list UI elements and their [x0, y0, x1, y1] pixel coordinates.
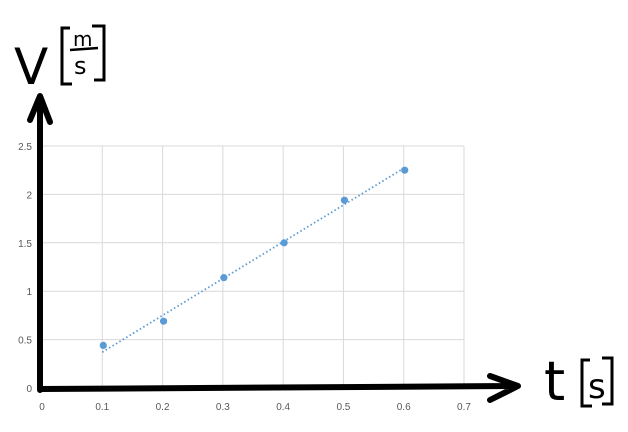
x-tick-label: 0.2 — [156, 402, 170, 413]
x-axis-arrow — [37, 373, 521, 403]
hand-drawn-axes — [27, 93, 521, 403]
x-tick-label: 0.6 — [397, 402, 411, 413]
x-tick-label: 0.1 — [95, 402, 109, 413]
data-point — [340, 196, 349, 204]
data-point — [99, 341, 107, 350]
data-point — [159, 317, 168, 325]
gridlines — [42, 145, 465, 388]
y-tick-label: 0 — [26, 384, 32, 395]
y-tick-label: 0.5 — [18, 336, 32, 347]
trendline — [101, 167, 405, 353]
data-point — [401, 166, 409, 174]
trendline-line — [101, 167, 405, 353]
data-point — [280, 239, 288, 247]
data-point — [220, 274, 228, 282]
y-axis-label: V m s — [14, 24, 106, 96]
y-unit-numerator: m — [73, 27, 92, 51]
y-tick-label: 1 — [26, 287, 32, 298]
y-tick-label: 1.5 — [18, 239, 32, 250]
x-unit: s — [588, 367, 606, 407]
y-axis-arrow — [27, 93, 53, 393]
x-tick-label: 0.7 — [457, 402, 471, 413]
x-tick-label: 0.4 — [276, 402, 290, 413]
tick-labels: 0 0.1 0.2 0.3 0.4 0.5 0.6 0.7 0 0.5 1 1.5 2 2.5 — [18, 142, 471, 413]
x-unit-brackets — [580, 356, 614, 408]
x-tick-label: 0.5 — [336, 402, 350, 413]
x-tick-label: 0.3 — [216, 402, 230, 413]
x-label-t: t — [544, 350, 565, 413]
y-label-v: V — [14, 38, 48, 96]
y-tick-label: 2 — [26, 190, 32, 201]
y-tick-label: 2.5 — [18, 142, 32, 153]
data-points — [99, 166, 409, 350]
y-unit-brackets — [60, 24, 106, 86]
x-tick-label: 0 — [39, 402, 45, 413]
x-axis-label: t s — [544, 350, 614, 413]
y-unit-denominator: s — [74, 52, 87, 80]
